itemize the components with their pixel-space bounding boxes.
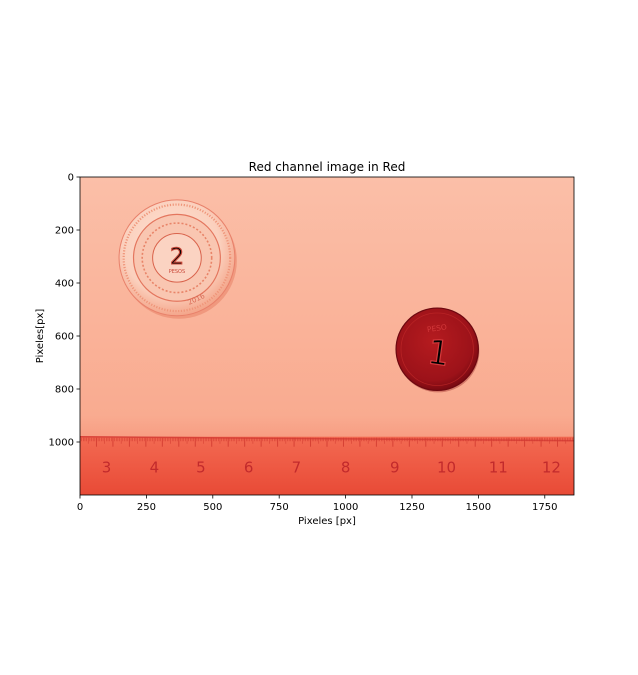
x-axis: 0 250 500 750 1000 1250 1500 1750 xyxy=(77,495,558,513)
y-tick-label: 800 xyxy=(55,385,74,396)
y-tick-label: 600 xyxy=(55,332,74,343)
ruler-number: 10 xyxy=(437,459,456,477)
x-tick-label: 1000 xyxy=(333,502,358,513)
coin-body xyxy=(395,307,479,392)
x-tick-label: 0 xyxy=(77,502,83,513)
ruler-number: 7 xyxy=(292,459,302,477)
x-tick-label: 750 xyxy=(270,502,289,513)
ruler-number: 11 xyxy=(489,459,508,477)
ruler-number: 8 xyxy=(341,459,351,477)
ruler-number: 5 xyxy=(196,459,206,477)
x-tick-label: 250 xyxy=(137,502,156,513)
x-tick-label: 1500 xyxy=(466,502,491,513)
coin-laurel xyxy=(141,222,213,294)
coin-denomination: 2 xyxy=(170,245,184,270)
y-tick-label: 1000 xyxy=(49,438,74,449)
y-tick-label: 0 xyxy=(68,173,74,184)
x-tick-label: 1750 xyxy=(532,502,557,513)
ruler-number: 3 xyxy=(102,459,112,477)
y-tick-label: 400 xyxy=(55,279,74,290)
x-tick-label: 500 xyxy=(203,502,222,513)
coin-rim-pattern xyxy=(122,203,232,313)
coin-label: PESO xyxy=(426,322,447,334)
ruler-number: 12 xyxy=(542,459,561,477)
y-tick-label: 200 xyxy=(55,226,74,237)
chart-title: Red channel image in Red xyxy=(249,160,406,174)
y-axis: 0 200 400 600 800 1000 xyxy=(49,173,80,449)
ruler-number: 4 xyxy=(150,459,160,477)
ruler-number: 6 xyxy=(244,459,254,477)
y-axis-label: Pixeles[px] xyxy=(35,309,46,364)
ruler-number: 9 xyxy=(390,459,400,477)
x-axis-label: Pixeles [px] xyxy=(298,516,356,527)
x-tick-label: 1250 xyxy=(399,502,424,513)
ruler: 3 4 5 6 7 8 9 10 11 12 xyxy=(80,435,574,495)
ruler-ticks xyxy=(80,437,574,447)
coin-center xyxy=(152,233,202,283)
coin-rim xyxy=(400,312,474,386)
coin-label: PESOS xyxy=(169,269,185,275)
